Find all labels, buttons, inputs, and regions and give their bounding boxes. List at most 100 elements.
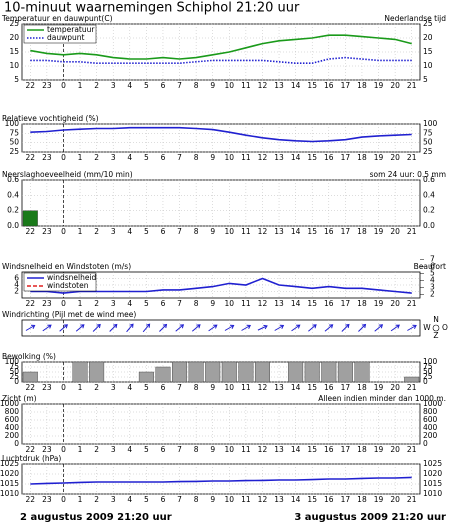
y-tick-label: 100 [5, 119, 20, 128]
y-tick-label: 600 [5, 415, 20, 424]
x-tick-label: 21 [407, 495, 417, 504]
x-tick-label: 17 [341, 227, 351, 236]
x-tick-label: 16 [324, 227, 334, 236]
y-tick-label-right: 1025 [423, 459, 442, 468]
y-tick-label: 0.6 [7, 175, 19, 184]
wind-arrow [324, 324, 334, 332]
x-tick-label: 19 [374, 383, 384, 392]
x-tick-label: 19 [374, 227, 384, 236]
y-tick-label-right: 100 [423, 357, 438, 366]
y-tick-label-right: 0.4 [423, 190, 435, 199]
x-tick-label: 3 [111, 445, 116, 454]
y-tick-label-right: 1020 [423, 469, 442, 478]
x-tick-label: 6 [161, 153, 166, 162]
x-tick-label: 1 [78, 445, 83, 454]
x-tick-label: 17 [341, 445, 351, 454]
x-tick-label: 18 [357, 81, 367, 90]
x-tick-label: 6 [161, 445, 166, 454]
y-tick-label: 0.0 [7, 221, 19, 230]
legend-label: windstoten [47, 281, 89, 290]
y-tick-label: 400 [5, 423, 20, 432]
x-tick-label: 2 [94, 299, 99, 308]
x-tick-label: 23 [42, 81, 52, 90]
bar [138, 371, 154, 383]
x-tick-label: 4 [127, 495, 132, 504]
x-tick-label: 17 [341, 383, 351, 392]
x-tick-label: 22 [26, 153, 36, 162]
x-tick-label: 17 [341, 153, 351, 162]
y2-tick-label: 5 [430, 269, 435, 278]
panel-title: Bewolking (%) [2, 352, 56, 361]
x-tick-label: 22 [26, 383, 36, 392]
x-tick-label: 11 [241, 153, 251, 162]
x-tick-label: 12 [258, 81, 268, 90]
start-date: 2 augustus 2009 21:20 uur [20, 512, 172, 523]
x-tick-label: 9 [210, 495, 215, 504]
x-tick-label: 4 [127, 299, 132, 308]
x-tick-label: 13 [274, 383, 284, 392]
x-tick-label: 1 [78, 153, 83, 162]
legend-label: windsnelheid [47, 273, 97, 282]
y-tick-label: 15 [9, 47, 19, 56]
y-tick-label-right: 1010 [423, 489, 442, 498]
y-tick-label-right: 600 [423, 415, 438, 424]
panel-note: Alleen indien minder dan 1000 m. [318, 394, 446, 403]
series-line [30, 34, 412, 60]
bar [238, 361, 254, 383]
y-tick-label-right: 0 [423, 439, 428, 448]
x-tick-label: 22 [26, 227, 36, 236]
y-tick-label: 6 [14, 274, 19, 283]
wind-arrow [274, 324, 285, 331]
wind-arrow [25, 324, 36, 331]
legend-label: dauwpunt [47, 33, 85, 42]
x-tick-label: 6 [161, 495, 166, 504]
y2-tick-label: 2 [430, 290, 435, 299]
bar [72, 361, 88, 383]
y2-tick-label: 4 [430, 276, 435, 285]
bar [337, 361, 353, 383]
x-tick-label: 9 [210, 445, 215, 454]
wind-arrow [390, 324, 400, 332]
y-tick-label: 1000 [0, 399, 19, 408]
x-tick-label: 9 [210, 383, 215, 392]
x-tick-label: 5 [144, 495, 149, 504]
x-tick-label: 3 [111, 153, 116, 162]
y-tick-label-right: 800 [423, 407, 438, 416]
y-tick-label: 20 [9, 33, 19, 42]
y-tick-label-right: 75 [423, 128, 433, 137]
x-tick-label: 7 [177, 299, 182, 308]
x-tick-label: 7 [177, 495, 182, 504]
x-tick-label: 15 [307, 81, 317, 90]
wind-arrow [142, 323, 151, 333]
bar [205, 361, 221, 383]
x-tick-label: 0 [61, 81, 66, 90]
x-tick-label: 4 [127, 383, 132, 392]
wind-arrow [257, 324, 268, 331]
x-tick-label: 18 [357, 299, 367, 308]
x-tick-label: 23 [42, 445, 52, 454]
wind-arrow [75, 324, 85, 332]
wind-arrow [241, 324, 251, 331]
panel-note: Beaufort [414, 262, 446, 271]
legend-label: temperatuur [47, 25, 95, 34]
x-tick-label: 19 [374, 153, 384, 162]
x-tick-label: 0 [61, 383, 66, 392]
x-tick-label: 10 [225, 299, 235, 308]
x-tick-label: 16 [324, 81, 334, 90]
x-tick-label: 15 [307, 495, 317, 504]
bar [22, 210, 38, 227]
y-tick-label: 50 [9, 367, 19, 376]
bar [254, 361, 270, 383]
compass-rose [432, 324, 440, 332]
y-tick-label-right: 50 [423, 138, 433, 147]
x-tick-label: 10 [225, 383, 235, 392]
x-tick-label: 20 [390, 81, 400, 90]
x-tick-label: 14 [291, 227, 301, 236]
wind-arrow [175, 324, 185, 332]
x-tick-label: 14 [291, 81, 301, 90]
y2-tick-label: 7 [430, 255, 435, 264]
x-tick-label: 17 [341, 495, 351, 504]
compass-label: N [433, 315, 439, 324]
plot-frame [21, 179, 421, 227]
x-tick-label: 2 [94, 383, 99, 392]
